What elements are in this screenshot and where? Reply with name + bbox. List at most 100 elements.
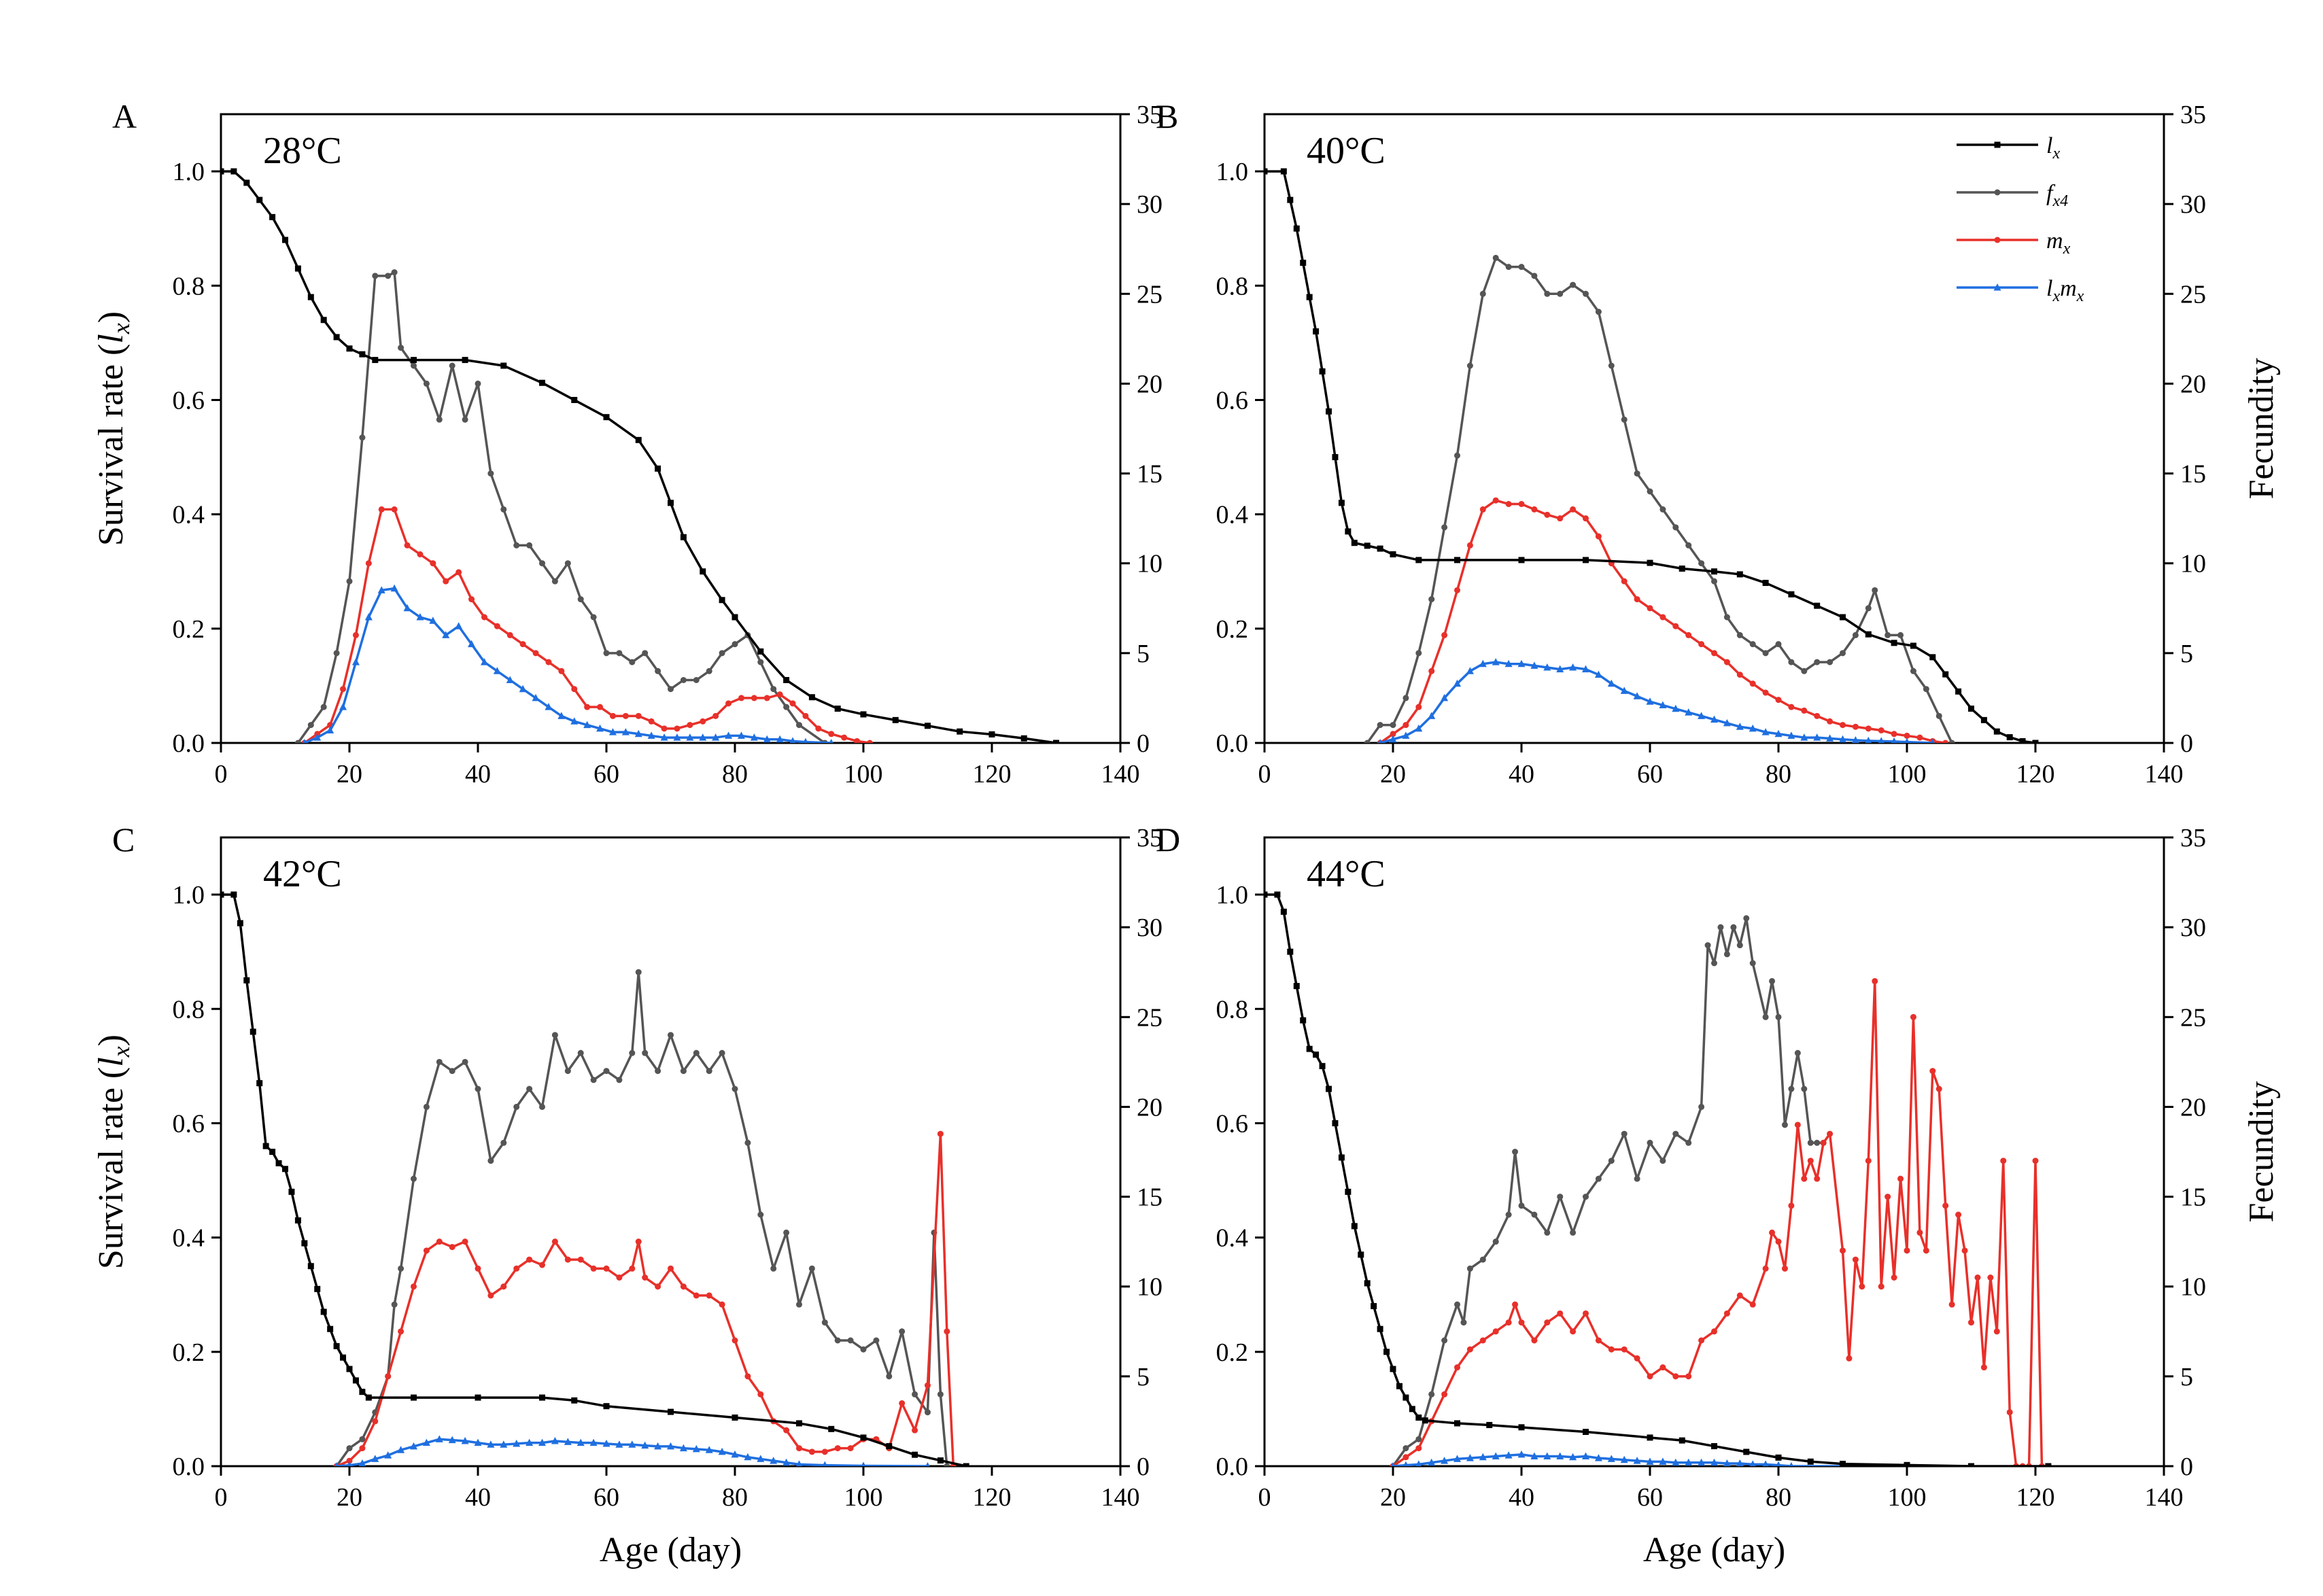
data-point-mx: [1454, 587, 1460, 593]
data-point-lx: [1293, 225, 1300, 232]
panel-C: 0 20 40 60 80 100 120 140 0.0 0.2 0.4 0.6 0.8 1.0 0 5 10…: [92, 820, 1163, 1569]
data-point-fx4: [1608, 362, 1615, 369]
data-point-lx: [1955, 688, 1962, 695]
data-point-lx: [1293, 983, 1300, 990]
data-point-lxmx: [1504, 1451, 1513, 1459]
data-point-mx: [642, 1274, 649, 1281]
data-point-mx: [532, 650, 539, 657]
data-point-lxmx: [795, 1460, 803, 1466]
data-point-lx: [1345, 1188, 1352, 1195]
data-point-lx: [1904, 1461, 1910, 1466]
y-left-tick-label: 0.4: [1216, 501, 1249, 530]
data-point-mx: [1390, 731, 1396, 738]
y-left-tick-label: 0.4: [173, 501, 205, 530]
data-point-mx: [513, 1265, 520, 1272]
x-tick-label: 40: [1509, 1483, 1534, 1512]
data-point-lx: [365, 1394, 372, 1401]
data-point-lx: [462, 357, 468, 364]
data-point-fx4: [808, 1265, 815, 1272]
data-point-lx: [320, 317, 327, 324]
data-point-lx: [340, 1354, 347, 1361]
data-point-lx: [1274, 891, 1281, 898]
data-point-lxmx: [1543, 663, 1551, 671]
data-point-mx: [1415, 704, 1422, 710]
data-point-mx: [854, 738, 861, 743]
data-point-fx4: [551, 1032, 558, 1039]
data-point-mx: [937, 1130, 944, 1137]
data-point-lx: [221, 168, 224, 175]
data-point-mx: [1621, 1346, 1628, 1353]
data-point-lx: [1788, 591, 1795, 597]
data-point-fx4: [1608, 1158, 1615, 1164]
data-point-fx4: [1492, 254, 1499, 261]
data-point-lx: [571, 396, 578, 403]
data-point-fx4: [1840, 650, 1846, 657]
data-point-fx4: [680, 1068, 687, 1075]
data-point-lx: [1518, 557, 1525, 563]
data-point-lx: [1711, 568, 1717, 575]
plot-area: [221, 891, 969, 1466]
x-tick-label: 80: [722, 760, 748, 788]
data-point-lxmx: [410, 1442, 417, 1450]
data-point-lx: [1280, 168, 1287, 175]
legend-swatch-marker: [1994, 189, 2001, 196]
data-point-mx: [1698, 641, 1705, 648]
data-point-lx: [1396, 1383, 1403, 1389]
data-point-lxmx: [500, 1440, 508, 1448]
series-line-mx: [1392, 979, 2044, 1466]
data-point-fx4: [346, 578, 353, 585]
data-point-mx: [912, 1427, 918, 1434]
data-point-lx: [2019, 738, 2026, 743]
data-point-lx: [1486, 1421, 1493, 1428]
x-tick-label: 120: [973, 1483, 1012, 1512]
data-point-lxmx: [776, 735, 784, 743]
data-point-fx4: [391, 269, 398, 276]
data-point-lxmx: [1441, 1457, 1449, 1464]
data-point-mx: [571, 686, 578, 693]
data-point-lxmx: [1826, 734, 1834, 742]
data-point-lxmx: [1787, 731, 1795, 739]
data-point-lx: [262, 1143, 269, 1149]
data-point-mx: [398, 1328, 405, 1335]
data-point-lxmx: [1659, 701, 1667, 708]
data-point-fx4: [603, 650, 610, 657]
data-point-lx: [294, 1217, 301, 1224]
data-point-fx4: [423, 380, 430, 387]
y-right-axis-label: Fecundity: [2242, 1081, 2281, 1223]
data-point-lxmx: [397, 1446, 405, 1453]
data-point-lxmx: [712, 733, 720, 741]
data-point-lxmx: [390, 584, 398, 592]
plot-frame: [1263, 113, 2165, 744]
data-point-lxmx: [654, 1442, 662, 1450]
y-right-tick-label: 25: [2180, 1003, 2206, 1032]
data-point-lxmx: [634, 729, 642, 738]
data-point-fx4: [1647, 488, 1653, 495]
data-point-lxmx: [1556, 665, 1564, 673]
data-point-lx: [352, 1377, 359, 1384]
y-left-tick-label: 0.2: [173, 615, 205, 644]
data-point-fx4: [635, 969, 642, 975]
panel-B: 0 20 40 60 80 100 120 140 0.0 0.2 0.4 0.6 0.8 1.0 0 5 10…: [1156, 97, 2281, 788]
data-point-mx: [1827, 718, 1834, 725]
data-point-mx: [1479, 1337, 1486, 1344]
data-point-mx: [1820, 1139, 1827, 1146]
y-left-tick-label: 1.0: [173, 881, 205, 909]
data-point-lx: [243, 977, 250, 984]
data-point-mx: [1428, 667, 1435, 674]
data-point-lx: [249, 1028, 256, 1035]
data-point-lxmx: [718, 1447, 726, 1455]
data-point-lx: [1377, 545, 1383, 552]
data-point-fx4: [783, 1229, 790, 1236]
data-point-mx: [1852, 1256, 1859, 1263]
x-tick-label: 0: [215, 760, 228, 788]
data-point-lxmx: [1492, 658, 1500, 665]
data-point-mx: [2032, 1158, 2039, 1164]
data-point-lx: [346, 345, 353, 352]
data-point-lx: [1345, 528, 1352, 535]
x-tick-label: 20: [337, 1483, 362, 1512]
data-point-fx4: [1698, 560, 1705, 567]
y-right-tick-label: 15: [2180, 460, 2206, 489]
data-point-lxmx: [1620, 1455, 1628, 1463]
data-point-lxmx: [358, 1459, 366, 1466]
data-point-lxmx: [1776, 1461, 1781, 1466]
